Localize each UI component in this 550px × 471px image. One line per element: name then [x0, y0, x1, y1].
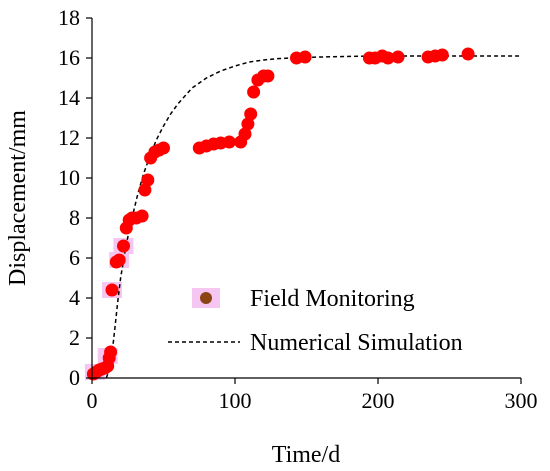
data-point-field-monitoring	[435, 48, 449, 62]
data-point-field-monitoring	[112, 253, 126, 267]
data-point-field-monitoring	[222, 135, 236, 149]
data-point-field-monitoring	[461, 47, 475, 61]
data-point-field-monitoring	[105, 283, 119, 297]
data-point-field-monitoring	[104, 345, 118, 359]
data-point-field-monitoring	[244, 107, 258, 121]
legend-label-numerical-simulation: Numerical Simulation	[250, 330, 463, 356]
data-point-field-monitoring	[141, 173, 155, 187]
y-tick-label: 8	[69, 205, 80, 230]
x-tick-label: 0	[87, 388, 98, 413]
y-axis-title: Displacement/mm	[5, 110, 31, 286]
data-point-field-monitoring	[238, 127, 252, 141]
x-axis-title: Time/d	[272, 442, 340, 468]
y-tick-label: 14	[58, 85, 80, 110]
data-point-field-monitoring	[157, 141, 170, 155]
data-point-field-monitoring	[381, 51, 395, 65]
plot-area	[84, 47, 521, 381]
y-tick-label: 2	[69, 325, 80, 350]
legend-marker-field-monitoring	[200, 292, 212, 304]
data-point-field-monitoring	[391, 50, 405, 64]
data-point-field-monitoring	[298, 50, 312, 64]
legend-label-field-monitoring: Field Monitoring	[250, 286, 415, 312]
axes: 0 100 200 300 0 2 4 6 8 10 12 14 16 18	[58, 5, 538, 413]
y-tick-label: 6	[69, 245, 80, 270]
x-tick-label: 100	[219, 388, 252, 413]
data-point-field-monitoring	[138, 183, 152, 197]
y-tick-label: 12	[58, 125, 80, 150]
data-point-field-monitoring	[135, 209, 149, 223]
y-tick-label: 4	[69, 285, 80, 310]
x-tick-label: 300	[505, 388, 538, 413]
data-point-field-monitoring	[247, 85, 261, 99]
y-ticks: 0 2 4 6 8 10 12 14 16 18	[58, 5, 92, 390]
data-point-field-monitoring	[261, 69, 275, 83]
y-tick-label: 18	[58, 5, 80, 30]
data-point-field-monitoring	[241, 117, 255, 131]
legend: Field Monitoring Numerical Simulation	[168, 286, 463, 356]
y-tick-label: 0	[69, 365, 80, 390]
data-point-field-monitoring	[117, 239, 130, 253]
x-tick-label: 200	[362, 388, 395, 413]
x-ticks: 0 100 200 300	[87, 378, 538, 413]
y-tick-label: 16	[58, 45, 80, 70]
y-tick-label: 10	[58, 165, 80, 190]
